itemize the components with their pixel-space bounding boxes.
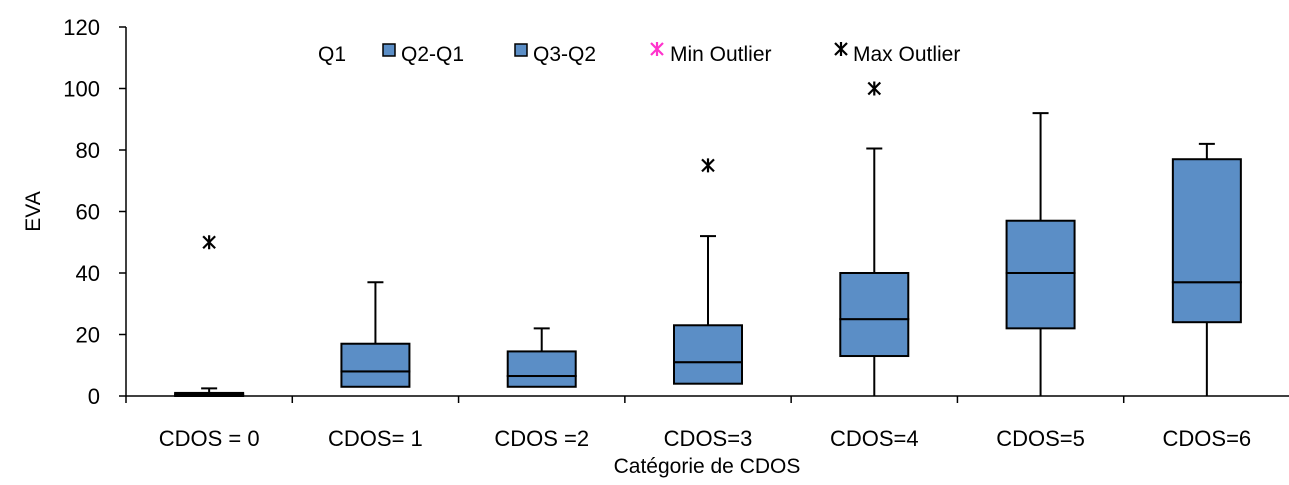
box-q3-q2 [174, 391, 245, 396]
x-tick-label: CDOS=5 [996, 426, 1085, 451]
x-tick-label: CDOS =2 [494, 426, 589, 451]
legend-label: Max Outlier [853, 43, 960, 66]
legend-star-swatch [650, 42, 664, 56]
x-axis-title: Catégorie de CDOS [614, 455, 801, 478]
y-tick-label: 0 [88, 384, 100, 409]
x-tick-label: CDOS=4 [830, 426, 919, 451]
x-tick-label: CDOS=3 [664, 426, 753, 451]
box-q2-q1 [506, 375, 577, 388]
legend-box-swatch [382, 43, 396, 57]
box-q2-q1 [673, 361, 743, 385]
box-q2-q1 [839, 318, 910, 358]
y-tick-label: 60 [76, 200, 100, 225]
y-tick-label: 40 [76, 261, 100, 286]
legend-star-swatch [834, 42, 848, 56]
max-outlier-marker [202, 235, 216, 250]
legend-box-swatch [514, 43, 528, 57]
box-q3-q2 [1005, 219, 1076, 275]
legend-label: Min Outlier [670, 43, 772, 66]
box-q3-q2 [839, 272, 910, 321]
box-q2-q1 [1005, 272, 1076, 330]
x-tick-label: CDOS=6 [1163, 426, 1252, 451]
box-q2-q1 [340, 370, 411, 388]
box-q3-q2 [506, 350, 577, 378]
y-tick-label: 80 [76, 138, 100, 163]
max-outlier-marker [867, 81, 882, 96]
legend-label: Q1 [318, 43, 346, 66]
y-axis-title: EVA [22, 191, 45, 231]
y-tick-label: 100 [63, 77, 100, 102]
max-outlier-marker [701, 158, 715, 173]
legend-label: Q3-Q2 [533, 43, 596, 66]
box-q2-q1 [1171, 281, 1242, 324]
x-tick-label: CDOS= 1 [328, 426, 423, 451]
box-q3-q2 [340, 342, 411, 373]
box-q3-q2 [1171, 158, 1242, 284]
legend-label: Q2-Q1 [401, 43, 464, 66]
y-tick-label: 120 [63, 15, 100, 40]
y-tick-label: 20 [76, 323, 100, 348]
box-q3-q2 [673, 324, 743, 364]
x-tick-label: CDOS = 0 [159, 426, 260, 451]
